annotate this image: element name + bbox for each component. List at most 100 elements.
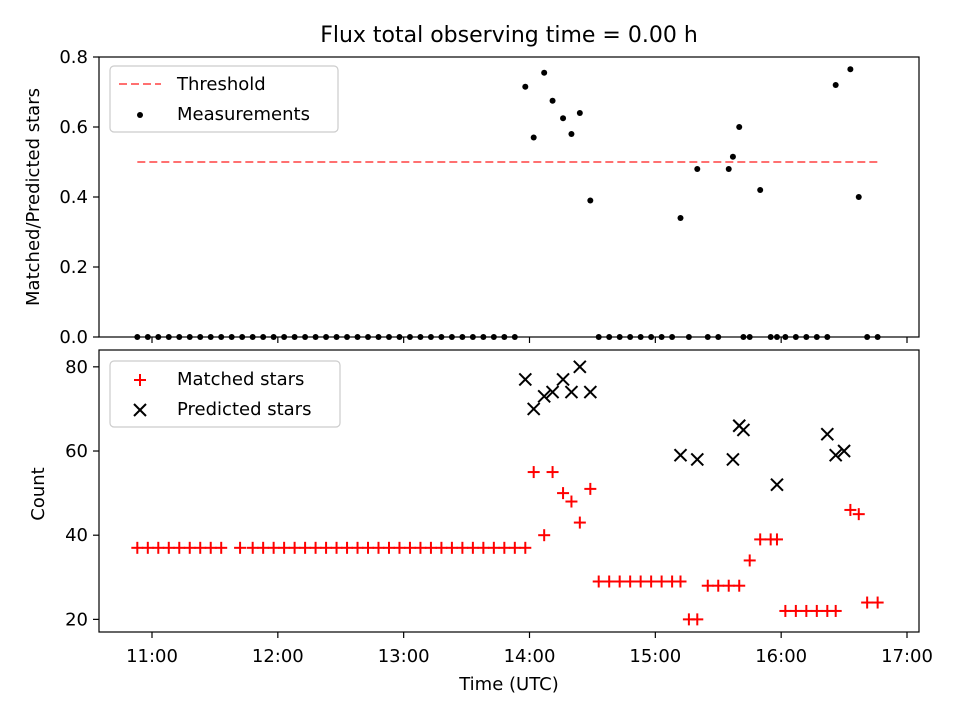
matched-star-marker: [655, 575, 668, 588]
matched-star-marker: [743, 554, 756, 567]
matched-star-marker: [267, 541, 280, 554]
matched-star-marker: [613, 575, 626, 588]
matched-star-marker: [701, 579, 714, 592]
measurement-point: [568, 131, 575, 137]
matched-star-marker: [546, 466, 559, 479]
matched-star-marker: [403, 541, 416, 554]
matched-star-marker: [288, 541, 301, 554]
predicted-star-marker: [583, 385, 598, 399]
matched-star-marker: [844, 503, 857, 516]
x-axis-label: Time (UTC): [458, 674, 559, 695]
matched-star-marker: [257, 541, 270, 554]
matched-star-marker: [173, 541, 186, 554]
bottom-legend: Matched stars Predicted stars: [109, 360, 341, 428]
matched-star-marker: [162, 541, 175, 554]
matched-star-marker: [466, 541, 479, 554]
top-y-tick-label: 0.2: [59, 257, 88, 278]
matched-star-marker: [362, 541, 375, 554]
bottom-y-tick-label: 60: [65, 441, 88, 462]
matched-star-marker: [852, 508, 865, 521]
predicted-star-marker: [726, 452, 740, 467]
matched-star-marker: [456, 541, 469, 554]
predicted-star-marker: [537, 389, 551, 404]
top-y-axis: 0.0 0.2 0.4 0.6 0.8: [59, 47, 99, 348]
matched-legend-swatch: [134, 374, 146, 386]
predicted-star-marker: [770, 477, 784, 492]
matched-star-marker: [424, 541, 437, 554]
predicted-star-marker: [820, 427, 835, 441]
matched-star-marker: [141, 541, 154, 554]
predicted-legend-label: Predicted stars: [177, 399, 311, 420]
matched-star-marker: [871, 596, 884, 609]
matched-star-marker: [527, 466, 540, 479]
x-tick-label: 13:00: [378, 646, 430, 667]
bottom-y-tick-label: 40: [65, 525, 88, 546]
top-y-tick-label: 0.4: [59, 187, 88, 208]
predicted-star-marker: [690, 452, 704, 467]
predicted-star-marker: [736, 423, 751, 437]
matched-star-marker: [789, 604, 802, 617]
measurement-point: [530, 134, 537, 141]
matched-star-marker: [477, 541, 490, 554]
measurement-point: [522, 83, 529, 90]
matched-star-marker: [299, 541, 312, 554]
top-x-ticks: [151, 337, 908, 343]
matched-star-marker: [800, 604, 813, 617]
bottom-y-tick-label: 80: [65, 357, 88, 378]
measurement-point: [694, 166, 701, 172]
predicted-legend-swatch: [133, 403, 147, 417]
predicted-star-marker: [556, 372, 570, 387]
top-y-tick-label: 0.0: [59, 327, 88, 348]
x-tick-label: 15:00: [629, 646, 681, 667]
matched-star-marker: [131, 541, 144, 554]
measurements-legend-swatch: [137, 112, 143, 118]
matched-star-marker: [246, 541, 259, 554]
top-y-axis-label: Matched/Predicted stars: [23, 88, 44, 306]
predicted-star-marker: [828, 448, 843, 462]
matched-star-marker: [573, 516, 586, 529]
predicted-star-marker: [564, 385, 579, 399]
matched-star-marker: [634, 575, 647, 588]
bottom-axes-frame: [98, 349, 920, 633]
bottom-legend-box: [109, 360, 341, 428]
measurement-point: [677, 215, 684, 221]
matched-star-marker: [712, 579, 725, 592]
bottom-x-axis: 11:00 12:00 13:00 14:00 15:00 16:00 17:00: [126, 632, 933, 667]
matched-star-marker: [829, 604, 842, 617]
measurement-point: [725, 166, 732, 172]
matched-star-marker: [445, 541, 458, 554]
measurement-point: [736, 124, 743, 130]
bottom-y-axis-label: Count: [28, 467, 49, 520]
matched-star-marker: [414, 541, 427, 554]
predicted-star-marker: [837, 444, 851, 458]
measurement-point: [832, 82, 839, 88]
measurement-point: [560, 115, 567, 122]
top-legend-box: [109, 65, 339, 133]
matched-star-marker: [508, 541, 521, 554]
matched-star-marker: [320, 541, 333, 554]
matched-star-marker: [372, 541, 385, 554]
predicted-stars-points: [518, 360, 851, 492]
chart-title: Flux total observing time = 0.00 h: [320, 23, 698, 48]
matched-star-marker: [194, 541, 207, 554]
top-y-tick-label: 0.6: [59, 117, 88, 138]
measurements-legend-label: Measurements: [177, 104, 310, 125]
measurement-point: [576, 110, 583, 116]
matched-star-marker: [341, 541, 354, 554]
predicted-star-marker: [526, 402, 541, 416]
matched-star-marker: [309, 541, 322, 554]
x-tick-label: 16:00: [755, 646, 807, 667]
matched-star-marker: [722, 579, 735, 592]
matched-star-marker: [565, 495, 578, 508]
matched-star-marker: [538, 529, 551, 542]
matched-star-marker: [393, 541, 406, 554]
top-axes-frame: [98, 56, 920, 338]
matched-star-marker: [152, 541, 165, 554]
matched-star-marker: [204, 541, 217, 554]
matched-star-marker: [674, 575, 687, 588]
x-tick-label: 17:00: [881, 646, 933, 667]
matched-star-marker: [645, 575, 658, 588]
matched-star-marker: [603, 575, 616, 588]
